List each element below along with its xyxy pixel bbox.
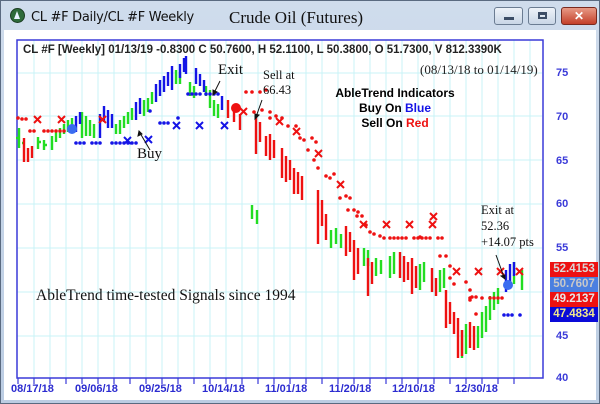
exit-profit-line2: 52.36	[481, 219, 510, 233]
neutral-bars	[16, 70, 524, 358]
legend-buy-prefix: Buy On	[358, 101, 405, 115]
exit-signal-dot[interactable]	[503, 280, 513, 290]
indicator-legend: AbleTrend Indicators Buy On Blue Sell On…	[320, 86, 470, 131]
x-label-7: 12/10/18	[392, 383, 435, 395]
window-title: CL #F Daily/CL #F Weekly	[31, 10, 194, 25]
minimize-icon	[504, 17, 514, 20]
legend-sell-color: Red	[406, 116, 429, 130]
price-tag-sell-stop: 49.2137	[550, 292, 598, 307]
minimize-button[interactable]	[494, 7, 523, 25]
sell-signal-dot[interactable]	[231, 103, 241, 113]
exit-profit-line1: Exit at	[481, 203, 514, 217]
sell-bars	[22, 100, 476, 358]
legend-sell-line: Sell On Red	[320, 116, 470, 131]
annotation-arrows	[137, 80, 506, 280]
exit-profit-line3: +14.07 pts	[481, 235, 534, 249]
y-label-40: 40	[556, 372, 569, 384]
y-label-65: 65	[556, 155, 569, 167]
sell-x-markers	[33, 107, 524, 276]
y-label-70: 70	[556, 111, 569, 123]
buy-x-markers	[123, 121, 229, 145]
buy-stop-dots	[74, 92, 522, 317]
tagline: AbleTrend time-tested Signals since 1994	[36, 287, 296, 304]
close-button[interactable]: ✕	[561, 7, 597, 25]
x-label-1: 08/17/18	[11, 383, 54, 395]
legend-sell-prefix: Sell On	[361, 116, 406, 130]
x-label-4: 10/14/18	[202, 383, 245, 395]
title-bar[interactable]: CL #F Daily/CL #F Weekly Crude Oil (Futu…	[1, 1, 599, 31]
y-label-45: 45	[556, 330, 569, 342]
sell-annotation-line1: Sell at	[263, 68, 295, 82]
chart-title: Crude Oil (Futures)	[229, 8, 364, 27]
symbol-info-line: CL #F [Weekly] 01/13/19 -0.8300 C 50.760…	[23, 44, 502, 56]
maximize-icon	[538, 12, 547, 19]
legend-buy-line: Buy On Blue	[320, 101, 470, 116]
x-label-2: 09/06/18	[75, 383, 118, 395]
exit-annotation: Exit	[218, 62, 243, 78]
buy-annotation: Buy	[137, 146, 163, 162]
app-logo-icon	[10, 8, 25, 23]
price-tag-upper-stop: 52.4153	[550, 262, 598, 277]
price-tag-last-close: 50.7607	[550, 277, 598, 292]
x-label-8: 12/30/18	[455, 383, 498, 395]
x-label-3: 09/25/18	[139, 383, 182, 395]
legend-buy-color: Blue	[405, 101, 432, 115]
sell-stop-dots	[16, 88, 504, 316]
x-label-5: 11/01/18	[265, 383, 308, 395]
close-icon: ✕	[573, 9, 585, 23]
plot-frame	[16, 39, 544, 379]
price-tag-buy-stop: 47.4834	[550, 307, 598, 322]
exit-profit-annotation: Exit at 52.36 +14.07 pts	[481, 202, 534, 250]
sell-annotation-line2: 66.43	[263, 83, 292, 97]
sell-annotation: Sell at 66.43	[263, 68, 295, 98]
legend-title: AbleTrend Indicators	[335, 86, 455, 100]
buy-signal-dot[interactable]	[67, 124, 77, 134]
y-label-55: 55	[556, 242, 569, 254]
y-label-75: 75	[556, 67, 569, 79]
maximize-button[interactable]	[528, 7, 556, 25]
chart-area[interactable]	[4, 30, 596, 400]
date-range-label: (08/13/18 to 01/14/19)	[420, 62, 538, 77]
y-label-60: 60	[556, 198, 569, 210]
x-axis-ticks	[17, 378, 515, 384]
x-label-6: 11/20/18	[329, 383, 372, 395]
